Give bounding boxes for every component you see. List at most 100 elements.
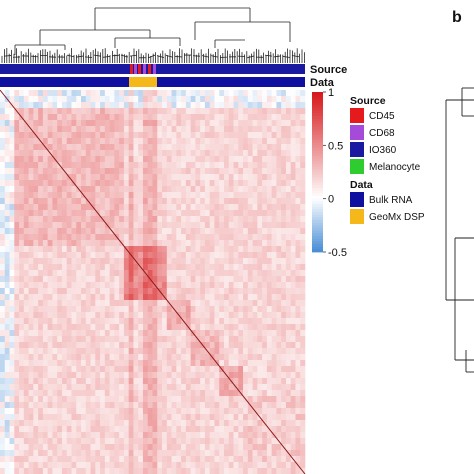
heatmap-cell	[290, 318, 296, 325]
heatmap-cell	[133, 210, 139, 217]
heatmap-cell	[133, 246, 139, 253]
heatmap-cell	[52, 360, 58, 367]
heatmap-cell	[123, 402, 129, 409]
heatmap-cell	[0, 276, 6, 283]
heatmap-cell	[171, 336, 177, 343]
colorbar-step	[312, 158, 323, 162]
heatmap-cell	[19, 468, 25, 474]
heatmap-cell	[61, 402, 68, 409]
heatmap-cell	[9, 288, 15, 295]
heatmap-cell	[171, 276, 177, 283]
heatmap-cell	[114, 186, 120, 193]
heatmap-cell	[257, 468, 263, 474]
heatmap-cell	[276, 288, 282, 295]
heatmap-cell	[100, 360, 106, 367]
heatmap-cell	[204, 234, 210, 241]
heatmap-cell	[119, 312, 125, 319]
heatmap-cell	[142, 294, 149, 301]
heatmap-cell	[162, 198, 168, 205]
heatmap-cell	[166, 312, 172, 319]
heatmap-cell	[142, 240, 149, 247]
heatmap-cell	[266, 246, 272, 253]
heatmap-cell	[162, 318, 168, 325]
colorbar-step	[312, 156, 323, 160]
heatmap-cell	[100, 420, 106, 427]
heatmap-cell	[100, 402, 106, 409]
heatmap-cell	[171, 186, 177, 193]
heatmap-cell	[147, 414, 153, 421]
heatmap-cell	[200, 222, 206, 229]
heatmap-cell	[300, 150, 306, 157]
heatmap-cell	[162, 342, 168, 349]
heatmap-cell	[247, 438, 253, 445]
heatmap-cell	[42, 468, 48, 474]
heatmap-cell	[300, 264, 306, 271]
heatmap-cell	[28, 228, 34, 235]
heatmap-cell	[71, 240, 77, 247]
heatmap-cell	[28, 120, 34, 127]
heatmap-cell	[90, 318, 96, 325]
heatmap-cell	[71, 192, 77, 199]
colorbar-step	[312, 148, 323, 152]
heatmap-cell	[0, 390, 6, 397]
heatmap-cell	[204, 366, 210, 373]
heatmap-cell	[204, 222, 210, 229]
heatmap-cell	[171, 354, 177, 361]
heatmap-cell	[133, 354, 139, 361]
heatmap-cell	[119, 366, 125, 373]
heatmap-cell	[104, 330, 110, 337]
heatmap-cell	[247, 432, 253, 439]
heatmap-cell	[204, 114, 210, 121]
heatmap-cell	[300, 108, 306, 115]
heatmap-cell	[147, 468, 153, 474]
heatmap-cell	[109, 438, 115, 445]
heatmap-cell	[119, 138, 125, 145]
heatmap-cell	[257, 264, 263, 271]
heatmap-cell	[247, 192, 253, 199]
heatmap-cell	[61, 258, 68, 265]
heatmap-cell	[90, 324, 96, 331]
heatmap-cell	[133, 438, 139, 445]
heatmap-cell	[71, 108, 77, 115]
heatmap-cell	[57, 354, 63, 361]
heatmap-cell	[123, 300, 129, 307]
heatmap-cell	[285, 150, 292, 157]
heatmap-cell	[9, 390, 15, 397]
heatmap-cell	[181, 156, 187, 163]
heatmap-cell	[28, 450, 34, 457]
heatmap-cell	[33, 432, 39, 439]
heatmap-cell	[28, 300, 34, 307]
heatmap-cell	[0, 180, 6, 187]
heatmap-cell	[104, 90, 110, 97]
heatmap-cell	[171, 366, 177, 373]
heatmap-cell	[300, 270, 306, 277]
heatmap-cell	[81, 210, 87, 217]
heatmap-cell	[295, 144, 301, 151]
heatmap-cell	[133, 468, 139, 474]
heatmap-cell	[47, 234, 53, 241]
heatmap-cell	[52, 108, 58, 115]
heatmap-cell	[133, 132, 139, 139]
heatmap-cell	[47, 384, 53, 391]
heatmap-cell	[19, 456, 25, 463]
heatmap-cell	[300, 396, 306, 403]
heatmap-cell	[52, 348, 58, 355]
heatmap-cell	[147, 456, 153, 463]
heatmap-cell	[262, 138, 268, 145]
heatmap-cell	[71, 114, 77, 121]
heatmap-cell	[33, 150, 39, 157]
heatmap-cell	[195, 96, 201, 103]
heatmap-cell	[214, 372, 220, 379]
heatmap-cell	[138, 216, 144, 223]
heatmap-cell	[243, 120, 249, 127]
heatmap-cell	[247, 468, 253, 474]
heatmap-cell	[42, 462, 48, 469]
heatmap-cell	[14, 240, 20, 247]
heatmap-cell	[104, 258, 110, 265]
heatmap-cell	[142, 318, 149, 325]
heatmap-cell	[81, 318, 87, 325]
heatmap-cell	[185, 210, 191, 217]
colorbar-step	[312, 230, 323, 234]
heatmap-cell	[290, 354, 296, 361]
heatmap-cell	[38, 258, 44, 265]
